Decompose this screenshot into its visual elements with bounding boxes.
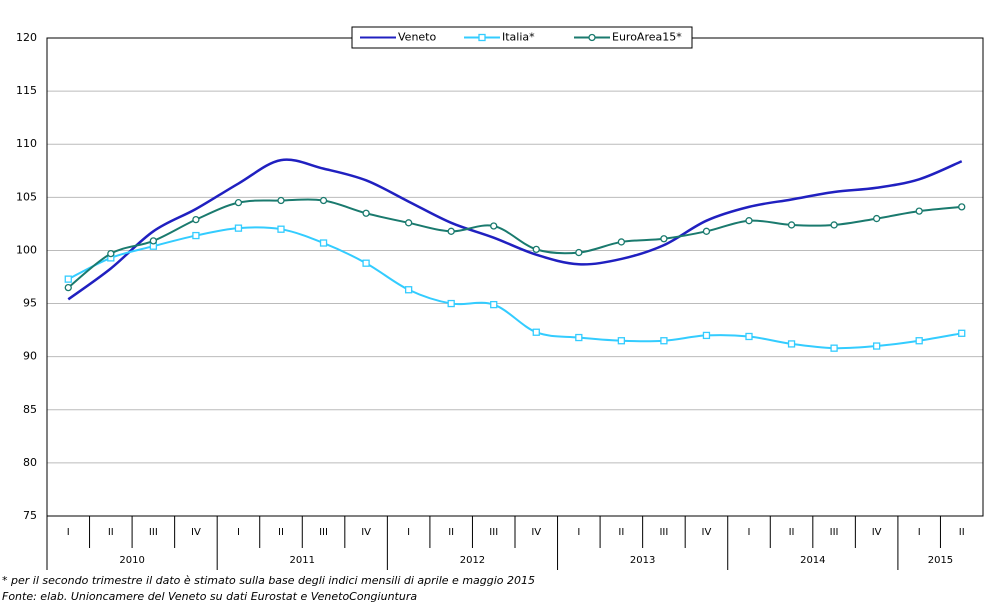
x-tick-label: IV (531, 527, 541, 538)
y-tick-label: 80 (23, 456, 37, 469)
x-group-label: 2011 (290, 555, 315, 566)
x-tick-label: IV (702, 527, 712, 538)
y-tick-label: 95 (23, 297, 37, 310)
marker (830, 344, 838, 352)
y-tick-label: 105 (16, 190, 37, 203)
marker (107, 249, 115, 258)
x-tick-label: III (489, 527, 498, 538)
marker (588, 33, 596, 42)
series-line (67, 198, 962, 289)
marker (404, 286, 413, 294)
y-tick-label: 75 (23, 509, 37, 522)
marker (660, 235, 668, 243)
marker (617, 337, 626, 345)
marker (702, 227, 711, 235)
x-tick-label: II (448, 527, 454, 538)
x-tick-label: IV (872, 527, 882, 538)
marker (64, 283, 72, 292)
y-tick-label: 85 (23, 403, 37, 416)
marker (787, 340, 796, 348)
x-tick-label: II (789, 527, 795, 538)
marker (872, 214, 881, 223)
x-tick-label: IV (361, 527, 371, 538)
marker (575, 248, 583, 257)
footnote: * per il secondo trimestre il dato è sti… (2, 574, 535, 587)
y-tick-label: 120 (16, 31, 37, 44)
x-tick-label: II (959, 527, 965, 538)
marker (702, 331, 711, 340)
series-line (67, 158, 963, 301)
marker (745, 332, 753, 341)
x-tick-label: I (407, 527, 410, 538)
x-tick-label: II (278, 527, 284, 538)
x-tick-label: III (319, 527, 328, 538)
marker (447, 227, 455, 235)
y-tick-label: 115 (16, 84, 37, 97)
x-tick-label: I (748, 527, 751, 538)
x-tick-label: IV (191, 527, 201, 538)
marker (958, 329, 966, 337)
marker (532, 328, 540, 336)
y-tick-label: 90 (23, 350, 37, 363)
legend-label: EuroArea15* (612, 31, 682, 44)
x-group-label: 2014 (800, 555, 825, 566)
legend-box (351, 26, 693, 49)
x-tick-label: I (918, 527, 921, 538)
marker (532, 245, 540, 254)
marker (404, 219, 413, 227)
marker (745, 217, 753, 225)
marker (192, 231, 200, 240)
marker (915, 207, 923, 215)
marker (234, 224, 243, 232)
marker (958, 203, 966, 211)
marker (915, 337, 923, 345)
marker (362, 209, 370, 217)
marker (490, 222, 498, 230)
marker (319, 196, 328, 205)
x-tick-label: III (149, 527, 158, 538)
marker (660, 337, 668, 345)
marker (362, 259, 370, 267)
source-note: Fonte: elab. Unioncamere del Veneto su d… (2, 590, 417, 603)
marker (617, 238, 626, 246)
x-tick-label: II (618, 527, 624, 538)
x-group-label: 2015 (928, 555, 953, 566)
legend-label: Italia* (502, 31, 535, 44)
marker (64, 275, 72, 283)
x-tick-label: II (108, 527, 114, 538)
marker (575, 333, 583, 342)
x-tick-label: III (659, 527, 668, 538)
marker (447, 299, 455, 308)
marker (830, 221, 838, 229)
marker (192, 215, 200, 224)
x-tick-label: I (67, 527, 70, 538)
x-group-label: 2013 (630, 555, 655, 566)
legend-label: Veneto (398, 31, 436, 44)
x-tick-label: I (577, 527, 580, 538)
marker (787, 221, 796, 229)
marker (149, 237, 158, 245)
marker (319, 239, 328, 247)
marker (478, 33, 486, 42)
marker (234, 198, 243, 207)
series-line (67, 226, 962, 350)
x-tick-label: I (237, 527, 240, 538)
y-tick-label: 100 (16, 243, 37, 256)
marker (277, 196, 285, 205)
x-group-label: 2012 (460, 555, 485, 566)
marker (277, 225, 285, 233)
x-group-label: 2010 (119, 555, 144, 566)
x-tick-label: III (830, 527, 839, 538)
marker (490, 300, 498, 309)
y-tick-label: 110 (16, 137, 37, 150)
marker (872, 342, 881, 350)
